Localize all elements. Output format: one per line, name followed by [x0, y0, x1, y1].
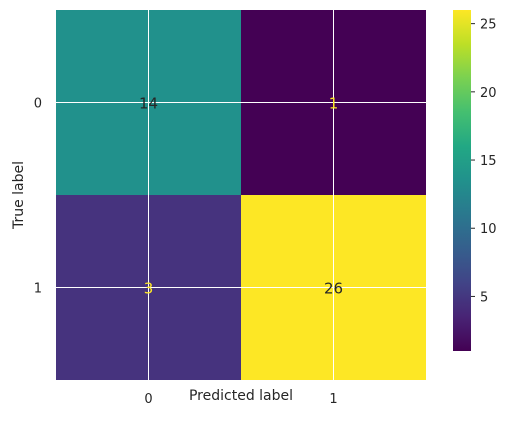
colorbar-gradient [453, 10, 471, 351]
grid-lines [56, 10, 426, 380]
cell-value-label: 14 [139, 95, 158, 113]
colorbar-tick-label: 20 [480, 86, 497, 101]
colorbar-ticks: 5 10 15 20 25 [471, 18, 497, 305]
colorbar-tick-label: 5 [480, 290, 488, 305]
y-axis-label: True label [11, 161, 27, 230]
cell-value-label: 3 [144, 280, 154, 298]
x-tick-label: 0 [144, 392, 152, 407]
x-tick-label: 1 [329, 392, 337, 407]
colorbar [453, 10, 471, 351]
colorbar-tick-label: 15 [480, 154, 497, 169]
colorbar-tick-label: 25 [480, 18, 497, 33]
heatmap-cells [56, 10, 426, 380]
cell-value-labels: 14 1 3 26 [139, 95, 343, 298]
x-axis-label: Predicted label [189, 388, 293, 404]
cell-value-label: 26 [324, 280, 343, 298]
cell-value-label: 1 [329, 95, 339, 113]
y-tick-label: 0 [34, 97, 42, 112]
y-axis-ticks: 01 [34, 97, 42, 297]
colorbar-tick-label: 10 [480, 222, 497, 237]
y-tick-label: 1 [34, 282, 42, 297]
